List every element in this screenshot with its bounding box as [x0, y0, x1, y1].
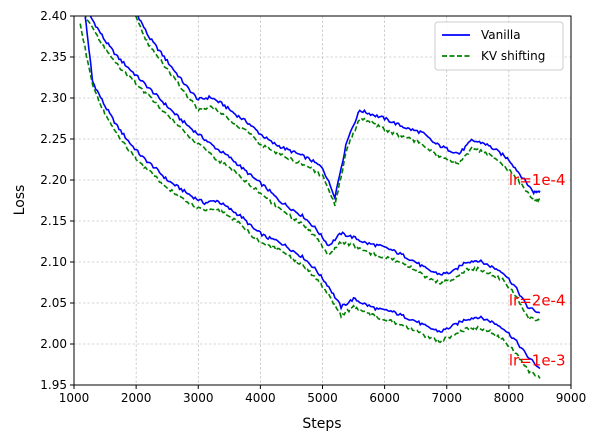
x-tick-label: 8000: [494, 391, 525, 405]
x-tick-label: 5000: [307, 391, 338, 405]
y-tick-label: 1.95: [40, 378, 67, 392]
y-tick-label: 2.00: [40, 337, 67, 351]
y-tick-label: 2.35: [40, 50, 67, 64]
lr-annotation: lr=1e-3: [509, 351, 566, 369]
vanilla-line-lr-1e-4: [137, 16, 541, 201]
legend-label: KV shifting: [481, 49, 545, 63]
kv-shifting-line-lr-2e-4: [84, 16, 541, 322]
y-tick-label: 2.10: [40, 255, 67, 269]
vanilla-line-lr-1e-3: [84, 16, 541, 370]
grid-lines: [73, 15, 572, 386]
y-axis-title: Loss: [12, 185, 28, 216]
x-tick-label: 9000: [556, 391, 587, 405]
series-layer: [79, 16, 541, 379]
x-tick-label: 2000: [121, 391, 152, 405]
y-tick-label: 2.40: [40, 9, 67, 23]
x-axis-title: Steps: [302, 416, 341, 432]
kv-shifting-line-lr-1e-4: [134, 16, 541, 207]
x-tick-label: 6000: [369, 391, 400, 405]
x-tick-label: 7000: [431, 391, 462, 405]
y-tick-label: 2.30: [40, 91, 67, 105]
lr-annotation: lr=2e-4: [509, 292, 566, 310]
x-tick-label: 4000: [245, 391, 276, 405]
legend: Vanilla KV shifting: [434, 21, 564, 71]
lr-annotation: lr=1e-4: [509, 171, 566, 189]
y-tick-label: 2.20: [40, 173, 67, 187]
legend-label: Vanilla: [481, 28, 521, 42]
y-tick-label: 2.05: [40, 296, 67, 310]
annotations: lr=1e-4 lr=2e-4 lr=1e-3: [509, 171, 566, 369]
kv-shifting-line-lr-1e-3: [79, 23, 541, 379]
x-tick-label: 3000: [183, 391, 214, 405]
x-tick-label: 1000: [59, 391, 90, 405]
x-axis: 1000 2000 3000 4000 5000 6000 7000 8000 9000: [59, 385, 587, 405]
legend-box: [434, 21, 564, 71]
y-axis: 1.95 2.00 2.05 2.10 2.15 2.20 2.25 2.30 2.35 2.40: [40, 9, 74, 392]
vanilla-line-lr-2e-4: [89, 16, 541, 314]
y-tick-label: 2.25: [40, 132, 67, 146]
y-tick-label: 2.15: [40, 214, 67, 228]
